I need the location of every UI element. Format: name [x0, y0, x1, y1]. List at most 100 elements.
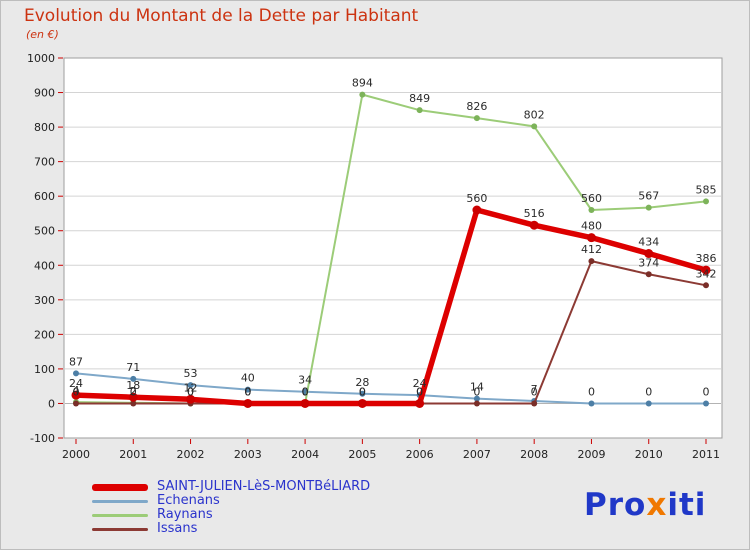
data-point-echenans	[588, 400, 595, 407]
data-label-raynans: 826	[466, 100, 487, 113]
chart-area: 1000 900 800 700 600 500 400 300 200 100 0 -100 2000…	[0, 46, 750, 468]
x-tick-label: 2010	[635, 448, 663, 461]
data-point-raynans	[359, 91, 366, 98]
data-point-saint-julien-l-s-montb-liard	[472, 205, 482, 215]
legend-item-echenans: Echenans	[92, 494, 370, 508]
data-point-saint-julien-l-s-montb-liard	[71, 390, 81, 400]
data-label-issans: 0	[187, 385, 194, 398]
data-label-raynans: 0	[187, 385, 194, 398]
data-point-echenans	[130, 375, 137, 382]
data-label-raynans: 849	[409, 92, 430, 105]
logo-part-1: x	[646, 487, 668, 523]
chart-title: Evolution du Montant de la Dette par Hab…	[24, 6, 419, 26]
data-label-issans: 0	[302, 385, 309, 398]
data-label-issans: 342	[696, 267, 717, 280]
x-tick-label: 2009	[577, 448, 605, 461]
legend-label-issans: Issans	[157, 521, 198, 536]
x-tick-label: 2004	[291, 448, 319, 461]
data-point-echenans	[187, 382, 194, 389]
data-point-echenans	[73, 370, 79, 377]
y-tick-label: 900	[34, 87, 55, 100]
line-chart: 10009008007006005004003002001000-1002000…	[27, 52, 723, 461]
x-tick-label: 2003	[234, 448, 262, 461]
data-label-issans: 0	[416, 385, 423, 398]
data-point-saint-julien-l-s-montb-liard	[701, 265, 711, 275]
series-line-saint-julien-l-s-montb-liard	[73, 207, 709, 407]
data-label-echenans: 24	[413, 377, 427, 390]
data-point-saint-julien-l-s-montb-liard	[586, 233, 596, 243]
data-point-echenans	[244, 386, 251, 393]
series-line-echenans	[75, 372, 707, 405]
data-point-issans	[73, 400, 79, 407]
y-tick-label: -100	[30, 432, 55, 445]
data-label-issans: 0	[130, 385, 137, 398]
y-tick-label: 400	[34, 259, 55, 272]
x-tick-label: 2000	[62, 448, 90, 461]
legend-swatch-echenans	[92, 499, 148, 503]
data-point-echenans	[645, 400, 652, 407]
y-tick-label: 1000	[27, 52, 55, 65]
data-label-echenans: 14	[470, 381, 484, 394]
data-label-raynans: 567	[638, 190, 659, 203]
legend-item-issans: Issans	[92, 522, 370, 536]
data-point-issans	[645, 271, 652, 278]
data-label-echenans: 7	[531, 383, 538, 396]
data-label-saint-julien-l-s-montb-liard: 516	[524, 207, 545, 220]
data-label-saint-julien-l-s-montb-liard: 434	[638, 236, 659, 249]
data-label-saint-julien-l-s-montb-liard: 18	[126, 379, 140, 392]
data-label-raynans: 802	[524, 108, 545, 121]
data-label-saint-julien-l-s-montb-liard: 560	[466, 192, 487, 205]
legend-label-echenans: Echenans	[157, 493, 220, 508]
data-label-echenans: 40	[241, 372, 255, 385]
data-label-raynans: 585	[696, 183, 717, 196]
data-point-saint-julien-l-s-montb-liard	[243, 398, 253, 408]
data-label-saint-julien-l-s-montb-liard: 0	[359, 385, 366, 398]
logo-part-2: iti	[667, 487, 707, 523]
data-point-issans	[531, 400, 538, 407]
data-label-saint-julien-l-s-montb-liard: 386	[696, 252, 717, 265]
data-label-echenans: 87	[69, 355, 83, 368]
y-tick-label: 800	[34, 121, 55, 134]
data-label-raynans: 894	[352, 77, 373, 90]
data-point-raynans	[645, 204, 652, 211]
data-label-echenans: 0	[588, 385, 595, 398]
data-label-echenans: 53	[184, 367, 198, 380]
x-tick-label: 2006	[406, 448, 434, 461]
data-label-raynans: 0	[244, 385, 251, 398]
y-tick-label: 100	[34, 363, 55, 376]
data-label-raynans: 0	[302, 385, 309, 398]
data-label-echenans: 28	[355, 376, 369, 389]
legend-label-raynans: Raynans	[157, 507, 213, 522]
data-label-saint-julien-l-s-montb-liard: 0	[244, 385, 251, 398]
x-tick-label: 2005	[348, 448, 376, 461]
data-label-echenans: 71	[126, 361, 140, 374]
chart-legend: SAINT-JULIEN-LèS-MONTBéLIARD Echenans Rayn…	[92, 480, 370, 536]
data-label-issans: 0	[244, 385, 251, 398]
data-point-issans	[703, 282, 709, 289]
proxiti-logo: Proxiti	[584, 487, 706, 523]
data-label-issans: 0	[473, 385, 480, 398]
data-label-issans: 0	[73, 385, 80, 398]
y-tick-label: 0	[48, 397, 55, 410]
legend-label-saint-julien-l-s-montb-liard: SAINT-JULIEN-LèS-MONTBéLIARD	[157, 479, 371, 494]
y-tick-label: 700	[34, 156, 55, 169]
data-point-saint-julien-l-s-montb-liard	[300, 398, 310, 408]
plot-area	[63, 57, 723, 439]
x-tick-label: 2008	[520, 448, 548, 461]
y-tick-label: 500	[34, 225, 55, 238]
data-point-echenans	[473, 395, 480, 402]
data-label-raynans: 560	[581, 192, 602, 205]
data-point-raynans	[531, 123, 538, 130]
data-point-saint-julien-l-s-montb-liard	[644, 249, 654, 259]
data-label-echenans: 34	[298, 374, 312, 387]
x-tick-label: 2011	[692, 448, 720, 461]
data-label-saint-julien-l-s-montb-liard: 24	[69, 377, 83, 390]
legend-swatch-raynans	[92, 513, 148, 517]
data-label-saint-julien-l-s-montb-liard: 480	[581, 220, 602, 233]
legend-swatch-issans	[92, 527, 148, 531]
chart-subtitle: (en €)	[26, 28, 59, 41]
legend-swatch-saint-julien-l-s-montb-liard	[92, 483, 148, 491]
legend-item-saint-julien-l-s-montb-liard: SAINT-JULIEN-LèS-MONTBéLIARD	[92, 480, 370, 494]
data-label-echenans: 0	[703, 385, 710, 398]
data-point-raynans	[473, 115, 480, 122]
